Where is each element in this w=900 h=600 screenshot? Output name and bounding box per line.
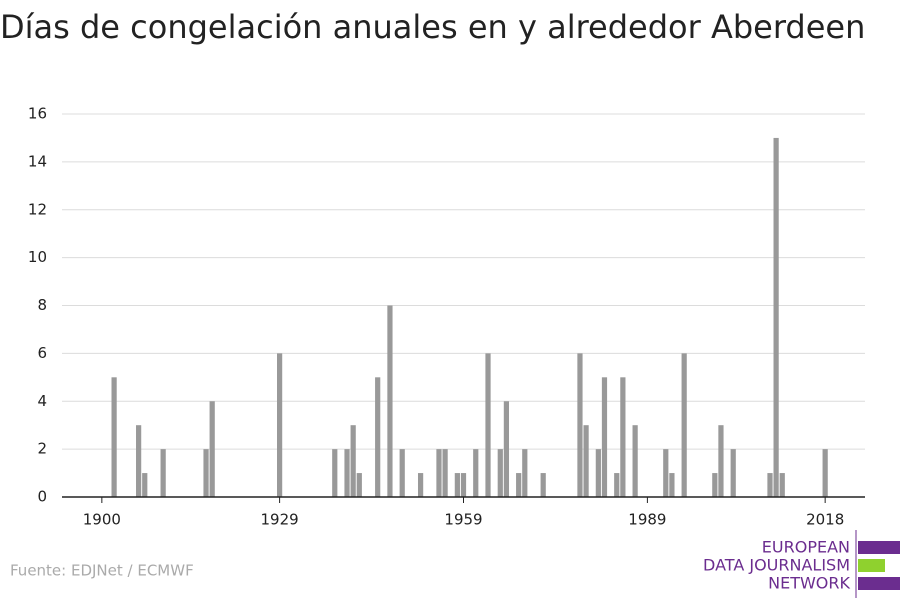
bar — [595, 449, 601, 497]
bar — [779, 473, 785, 497]
bar — [454, 473, 460, 497]
y-tick-label: 4 — [37, 392, 47, 410]
y-tick-label: 2 — [37, 440, 47, 458]
bar — [332, 449, 338, 497]
y-tick-label: 12 — [28, 200, 47, 218]
y-tick-label: 16 — [28, 105, 47, 123]
bar — [663, 449, 669, 497]
y-tick-label: 8 — [37, 296, 47, 314]
logo-bar — [858, 541, 900, 554]
bar — [417, 473, 424, 497]
bar — [142, 473, 148, 497]
bar — [442, 449, 448, 497]
x-tick-label: 1989 — [628, 511, 666, 529]
x-tick-label: 1959 — [444, 511, 482, 529]
bar — [718, 425, 724, 497]
bar — [209, 401, 215, 497]
bar — [387, 305, 393, 497]
bar — [277, 353, 283, 497]
chart-title: Días de congelación anuales en y alreded… — [0, 8, 865, 46]
bar — [503, 401, 510, 497]
logo-bar — [858, 577, 900, 590]
x-tick-label: 1929 — [261, 511, 299, 529]
bar — [773, 137, 779, 497]
bar — [375, 377, 381, 497]
bar — [516, 473, 522, 497]
logo-text: EUROPEAN — [762, 538, 850, 557]
bar — [669, 473, 675, 497]
bar — [822, 449, 828, 497]
bar — [136, 425, 142, 497]
bar — [614, 473, 620, 497]
bar — [522, 449, 528, 497]
bar — [712, 473, 718, 497]
bar — [473, 449, 479, 497]
bar — [350, 425, 356, 497]
source: Fuente: EDJNet / ECMWF — [10, 562, 194, 580]
bar — [620, 377, 626, 497]
bar — [632, 425, 638, 497]
bar — [399, 449, 405, 497]
y-tick-label: 0 — [37, 488, 47, 506]
bar — [540, 473, 546, 497]
x-tick-label: 1900 — [83, 511, 121, 529]
bar — [356, 473, 362, 497]
logo-text: NETWORK — [768, 574, 850, 593]
bar — [344, 449, 350, 497]
bar — [730, 449, 736, 497]
bar — [485, 353, 491, 497]
bar — [460, 473, 467, 497]
x-tick-label: 2018 — [806, 511, 844, 529]
bar — [111, 377, 117, 497]
logo-bar — [858, 559, 885, 572]
bar — [577, 353, 583, 497]
bar — [583, 425, 589, 497]
y-tick-label: 6 — [37, 344, 47, 362]
logo-text: DATA JOURNALISM — [703, 556, 850, 575]
bar — [497, 449, 503, 497]
y-tick-label: 10 — [28, 248, 47, 266]
logo: EUROPEAN DATA JOURNALISM NETWORK — [703, 530, 900, 598]
bar — [681, 353, 687, 497]
bar — [203, 449, 209, 497]
bar — [160, 449, 166, 497]
bar — [436, 449, 442, 497]
y-tick-label: 14 — [28, 152, 47, 170]
bar — [601, 377, 608, 497]
bar — [767, 473, 773, 497]
